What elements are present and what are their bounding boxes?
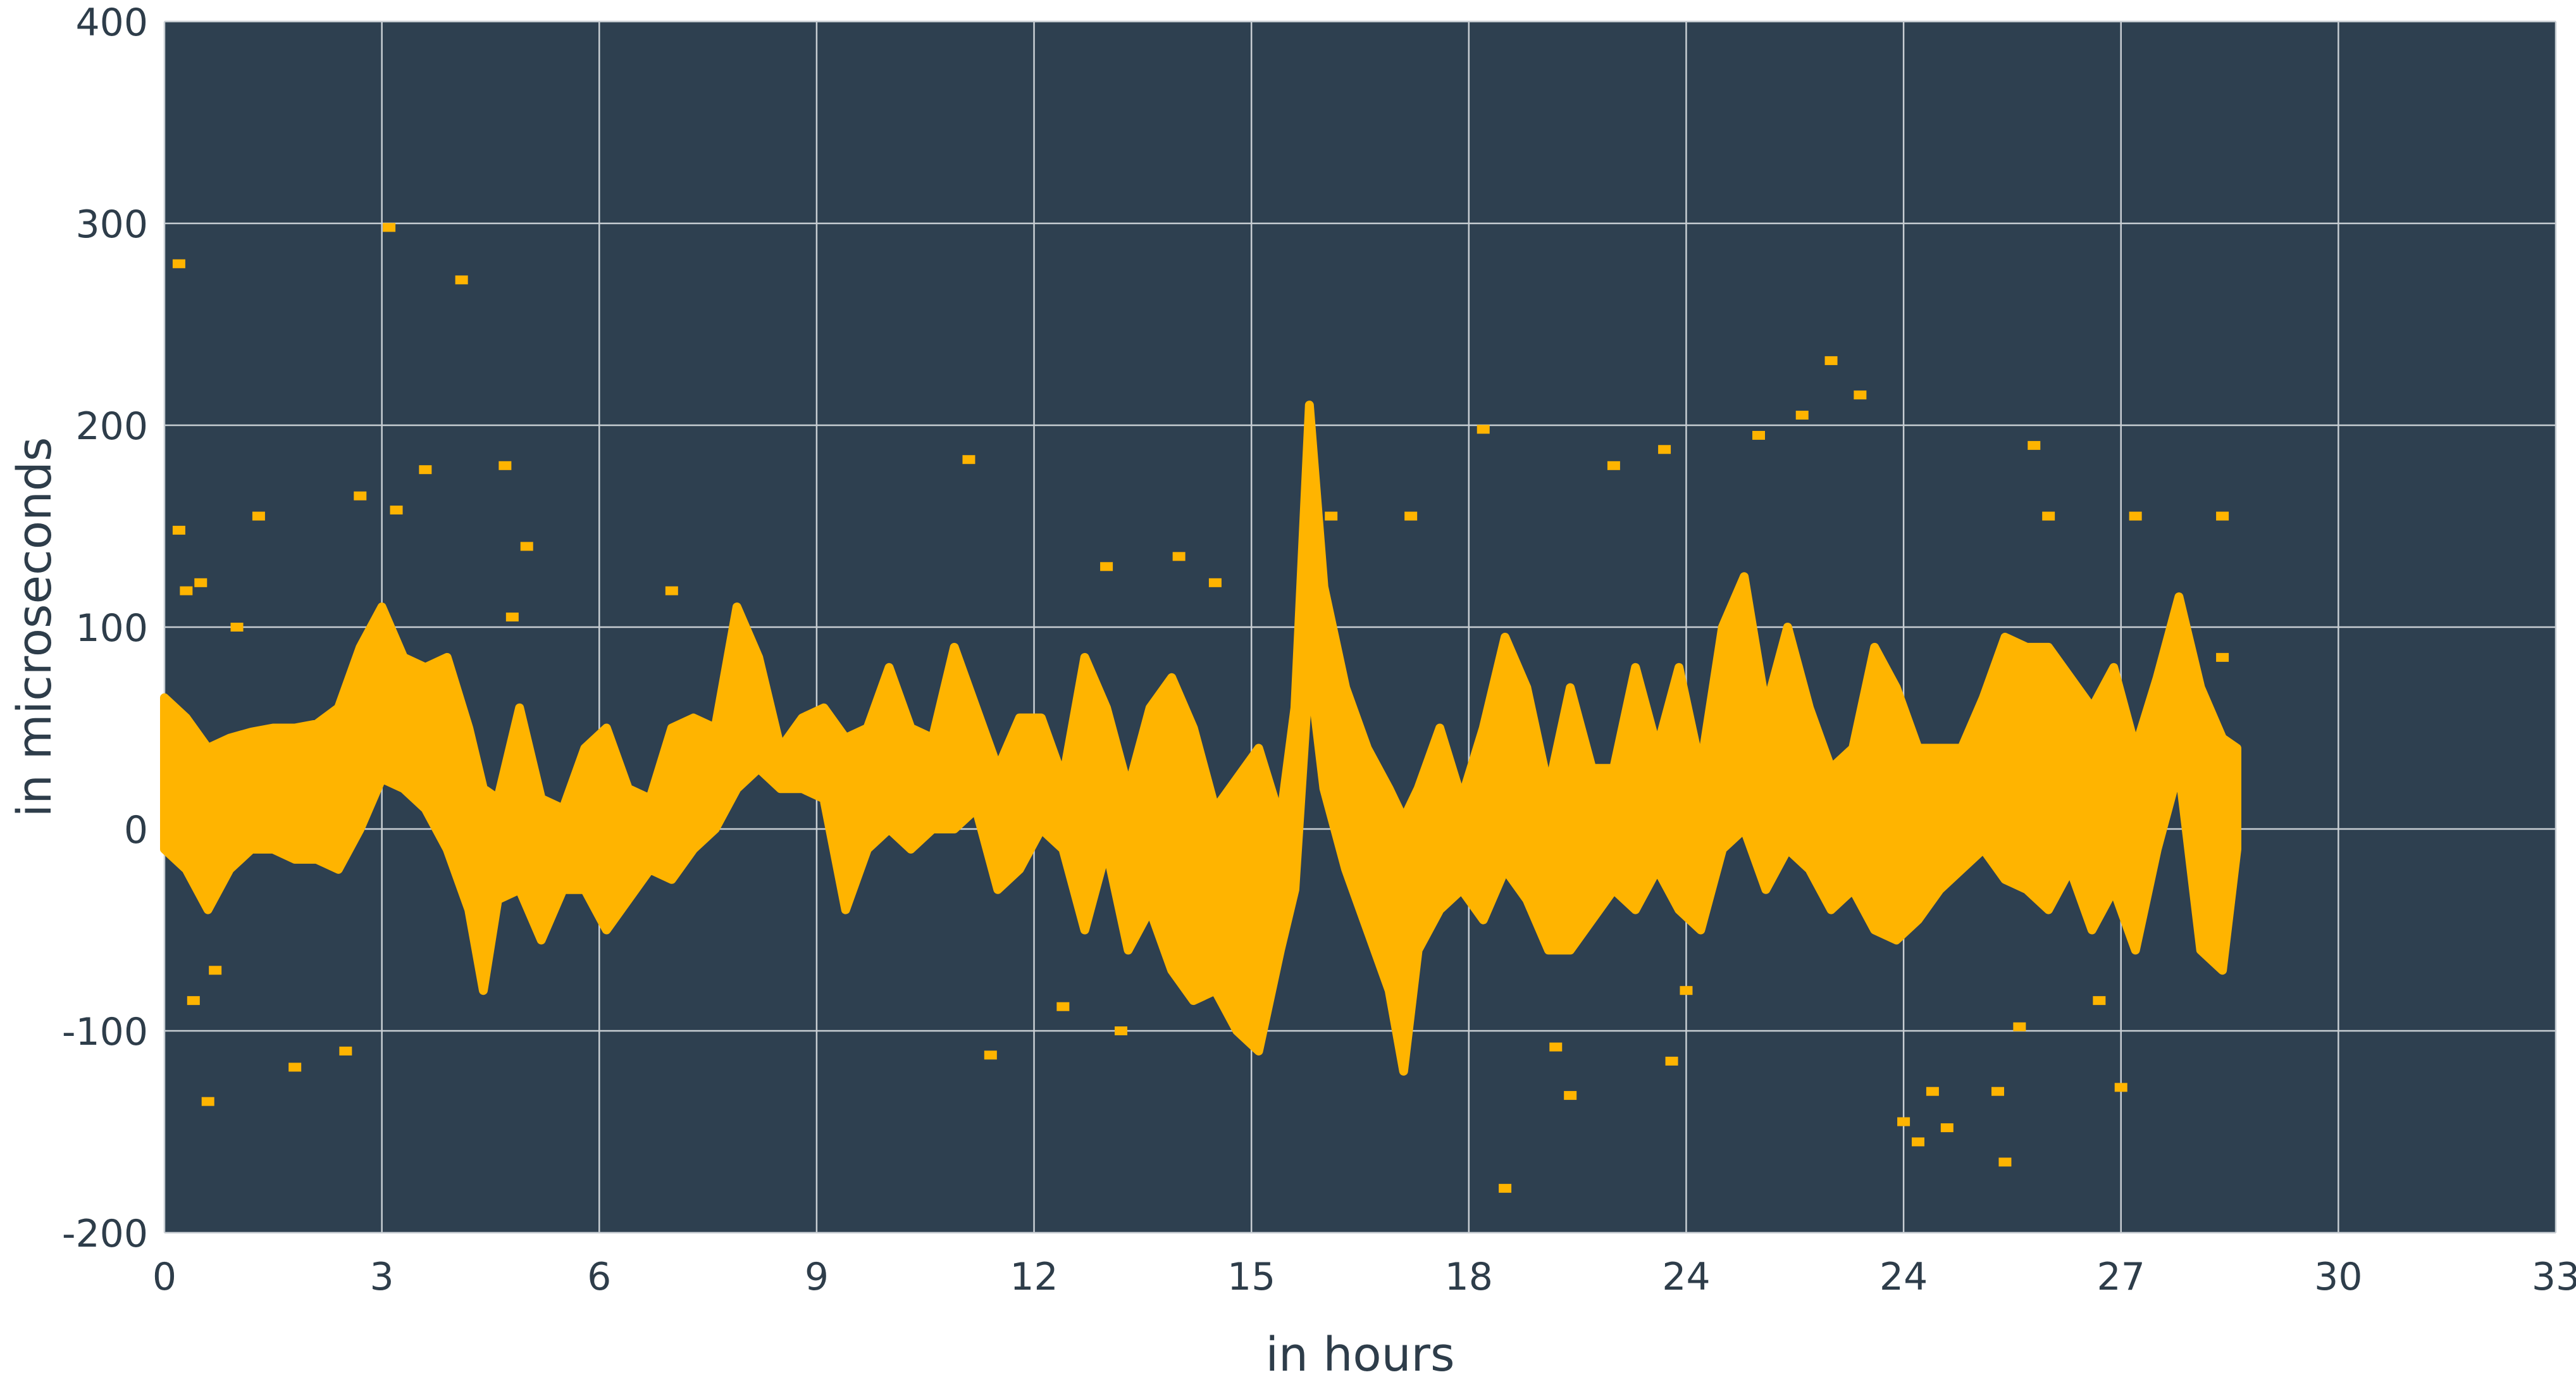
x-tick-label: 15	[1227, 1255, 1275, 1299]
data-point	[180, 586, 193, 595]
data-point	[498, 461, 512, 470]
data-band	[160, 401, 2241, 1076]
data-point	[252, 511, 265, 521]
data-series	[160, 401, 2241, 1076]
data-point	[1998, 1157, 2012, 1167]
data-point	[1404, 511, 1418, 521]
y-tick-label: 100	[75, 606, 148, 651]
data-point	[288, 1062, 302, 1072]
data-point	[1912, 1137, 1924, 1147]
data-point	[187, 996, 200, 1006]
data-point	[1477, 425, 1490, 434]
x-tick-label: 18	[1445, 1255, 1493, 1299]
x-tick-label: 0	[152, 1255, 176, 1299]
data-point	[419, 465, 432, 475]
x-tick-label: 12	[1010, 1255, 1058, 1299]
data-point	[2028, 440, 2041, 450]
x-tick-label: 3	[370, 1255, 394, 1299]
data-point	[505, 613, 519, 622]
data-point	[1824, 356, 1838, 365]
data-point	[194, 578, 207, 587]
y-tick-label: 0	[124, 808, 148, 852]
data-point	[984, 1050, 997, 1060]
x-tick-label: 27	[2097, 1255, 2145, 1299]
data-point	[962, 455, 975, 464]
data-point	[2042, 511, 2055, 521]
x-axis-label: in hours	[1265, 1328, 1454, 1377]
data-point	[1208, 578, 1222, 587]
data-point	[2129, 511, 2142, 521]
data-point	[2013, 1022, 2026, 1031]
data-point	[1991, 1087, 2004, 1096]
data-point	[339, 1046, 352, 1056]
x-axis-ticks: 0 3 6 9 12 15 18 24 24 27 30 33	[152, 1255, 2576, 1299]
y-tick-label: -200	[62, 1212, 148, 1256]
data-point	[1056, 1002, 1070, 1011]
data-point	[455, 275, 468, 285]
data-point	[1303, 491, 1316, 501]
data-point	[390, 505, 403, 514]
y-tick-label: -100	[62, 1010, 148, 1054]
data-point	[1854, 390, 1867, 400]
data-point	[1897, 1117, 1910, 1126]
data-point	[1752, 430, 1765, 440]
data-point	[1926, 1087, 1939, 1096]
data-point	[1795, 411, 1809, 420]
data-point	[354, 491, 367, 501]
data-point	[520, 542, 533, 551]
x-tick-label: 33	[2532, 1255, 2576, 1299]
data-point	[1564, 1091, 1577, 1100]
x-tick-label: 6	[587, 1255, 611, 1299]
y-axis-label: in microseconds	[8, 437, 62, 818]
data-point	[383, 223, 396, 232]
data-point	[2216, 652, 2229, 662]
y-tick-label: 200	[75, 404, 148, 449]
y-axis-ticks: -200 -100 0 100 200 300 400	[62, 1, 148, 1256]
data-point	[1172, 552, 1186, 561]
y-tick-label: 300	[75, 202, 148, 247]
data-point	[1325, 511, 1338, 521]
x-tick-label: 30	[2314, 1255, 2362, 1299]
data-point	[1100, 562, 1113, 571]
x-tick-label: 9	[805, 1255, 829, 1299]
data-point	[2216, 511, 2229, 521]
data-points	[172, 223, 2229, 1193]
data-point	[172, 259, 185, 268]
data-point	[1665, 1056, 1678, 1066]
data-point	[201, 1097, 214, 1106]
data-point	[230, 623, 244, 632]
data-point	[172, 525, 185, 535]
data-point	[2093, 996, 2106, 1006]
data-point	[1658, 445, 1671, 454]
data-point	[665, 586, 678, 595]
data-point	[1680, 986, 1693, 995]
data-point	[209, 966, 222, 975]
x-tick-label: 24	[1879, 1255, 1928, 1299]
y-tick-label: 400	[75, 1, 148, 45]
data-point	[1549, 1042, 1563, 1052]
data-point	[2114, 1083, 2127, 1092]
data-point	[1115, 1026, 1127, 1035]
data-point	[1499, 1183, 1512, 1193]
x-tick-label: 24	[1662, 1255, 1710, 1299]
data-point	[1607, 461, 1620, 470]
data-point	[1940, 1123, 1954, 1133]
